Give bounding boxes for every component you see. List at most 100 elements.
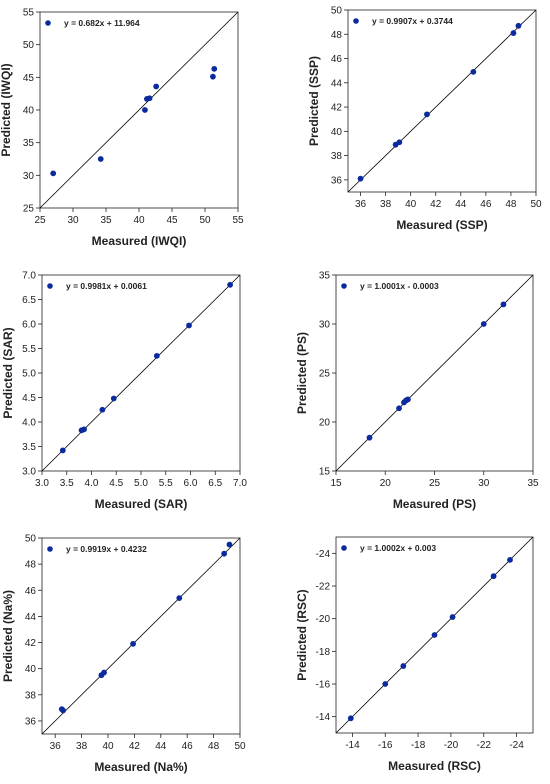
- data-point: [515, 22, 522, 29]
- x-tick-label: 50: [199, 215, 211, 226]
- x-tick-label: 5.5: [159, 478, 173, 489]
- x-tick-label: 25: [429, 478, 441, 489]
- data-point: [226, 541, 233, 548]
- legend-equation: y = 0.9919x + 0.4232: [66, 544, 147, 554]
- y-tick-label: 42: [331, 103, 343, 114]
- data-point: [142, 107, 148, 113]
- x-tick-label: 38: [76, 741, 88, 752]
- data-point: [110, 395, 117, 402]
- y-tick-label: -20: [316, 614, 331, 625]
- y-tick-label: 42: [25, 638, 37, 649]
- y-tick-label: 20: [319, 418, 331, 429]
- data-point: [97, 156, 104, 162]
- x-tick-label: 15: [330, 478, 342, 489]
- y-tick-label: 45: [23, 73, 35, 84]
- x-tick-label: 48: [208, 741, 220, 752]
- one-to-one-line: [41, 537, 241, 735]
- x-axis-label: Measured (SSP): [396, 218, 487, 232]
- y-tick-label: -16: [316, 680, 331, 691]
- x-tick-label: 4.0: [85, 478, 99, 489]
- plot-frame: [335, 536, 534, 734]
- legend-marker: [353, 18, 359, 24]
- y-tick-label: 4.0: [22, 418, 36, 429]
- data-point: [470, 68, 477, 75]
- x-tick-label: 3.5: [60, 478, 74, 489]
- data-point: [490, 573, 497, 580]
- x-tick-label: 6.5: [208, 478, 222, 489]
- y-tick-label: 25: [319, 369, 331, 380]
- x-tick-label: 45: [166, 215, 178, 226]
- x-tick-label: 35: [100, 215, 112, 226]
- x-axis-label: Measured (Na%): [94, 760, 187, 774]
- data-point: [396, 139, 403, 146]
- y-tick-label: 48: [25, 560, 37, 571]
- y-tick-label: 35: [319, 271, 331, 282]
- legend-equation: y = 1.0002x + 0.003: [360, 543, 436, 553]
- x-axis-label: Measured (RSC): [388, 759, 481, 773]
- y-tick-label: 40: [25, 664, 37, 675]
- x-tick-label: 5.0: [134, 478, 148, 489]
- data-point: [99, 406, 106, 413]
- x-tick-label: 44: [455, 199, 467, 210]
- data-point: [366, 434, 373, 441]
- y-tick-label: 44: [331, 78, 343, 89]
- y-tick-label: 38: [331, 151, 343, 162]
- y-tick-label: 25: [23, 204, 35, 215]
- one-to-one-line: [39, 11, 239, 209]
- x-tick-label: 40: [102, 741, 114, 752]
- x-tick-label: 50: [234, 741, 246, 752]
- y-axis-label: Predicted (IWQI): [0, 63, 13, 156]
- legend-marker: [45, 20, 51, 26]
- x-axis-label: Measured (PS): [393, 497, 476, 511]
- data-point: [347, 715, 354, 722]
- x-tick-label: -24: [509, 740, 524, 751]
- data-point: [449, 614, 456, 620]
- y-tick-label: -14: [316, 712, 331, 723]
- y-tick-label: 50: [23, 40, 35, 51]
- plot-frame: [41, 537, 241, 735]
- y-tick-label: 55: [23, 8, 35, 19]
- data-point: [405, 396, 411, 403]
- x-tick-label: 42: [430, 199, 442, 210]
- legend-marker: [47, 546, 53, 552]
- y-tick-label: -22: [316, 582, 331, 593]
- x-tick-label: 40: [405, 199, 417, 210]
- x-tick-label: 30: [67, 215, 79, 226]
- x-tick-label: -14: [345, 740, 360, 751]
- data-point: [59, 447, 66, 454]
- x-tick-label: 55: [232, 215, 244, 226]
- y-tick-label: 30: [319, 320, 331, 331]
- legend-equation: y = 0.682x + 11.964: [64, 18, 140, 28]
- data-point: [153, 352, 160, 359]
- x-tick-label: 40: [133, 215, 145, 226]
- one-to-one-line: [41, 274, 241, 472]
- data-point: [81, 426, 87, 433]
- x-tick-label: -22: [477, 740, 492, 751]
- y-tick-label: 3.5: [22, 442, 36, 453]
- data-point: [146, 95, 153, 102]
- y-tick-label: 44: [25, 612, 37, 623]
- data-point: [382, 681, 389, 687]
- x-tick-label: 50: [530, 199, 542, 210]
- y-tick-label: 5.0: [22, 369, 36, 380]
- x-tick-label: 6.0: [184, 478, 198, 489]
- data-point: [357, 175, 364, 182]
- x-tick-label: 46: [480, 199, 492, 210]
- data-point: [101, 669, 107, 676]
- plot-frame: [347, 9, 537, 193]
- y-tick-label: 4.5: [22, 393, 36, 404]
- y-tick-label: 40: [331, 127, 343, 138]
- y-tick-label: 30: [23, 171, 35, 182]
- data-point: [176, 595, 183, 602]
- x-tick-label: -18: [411, 740, 426, 751]
- x-tick-label: 4.5: [109, 478, 123, 489]
- y-tick-label: -24: [316, 549, 331, 560]
- y-tick-label: 36: [331, 175, 343, 186]
- data-point: [227, 281, 234, 288]
